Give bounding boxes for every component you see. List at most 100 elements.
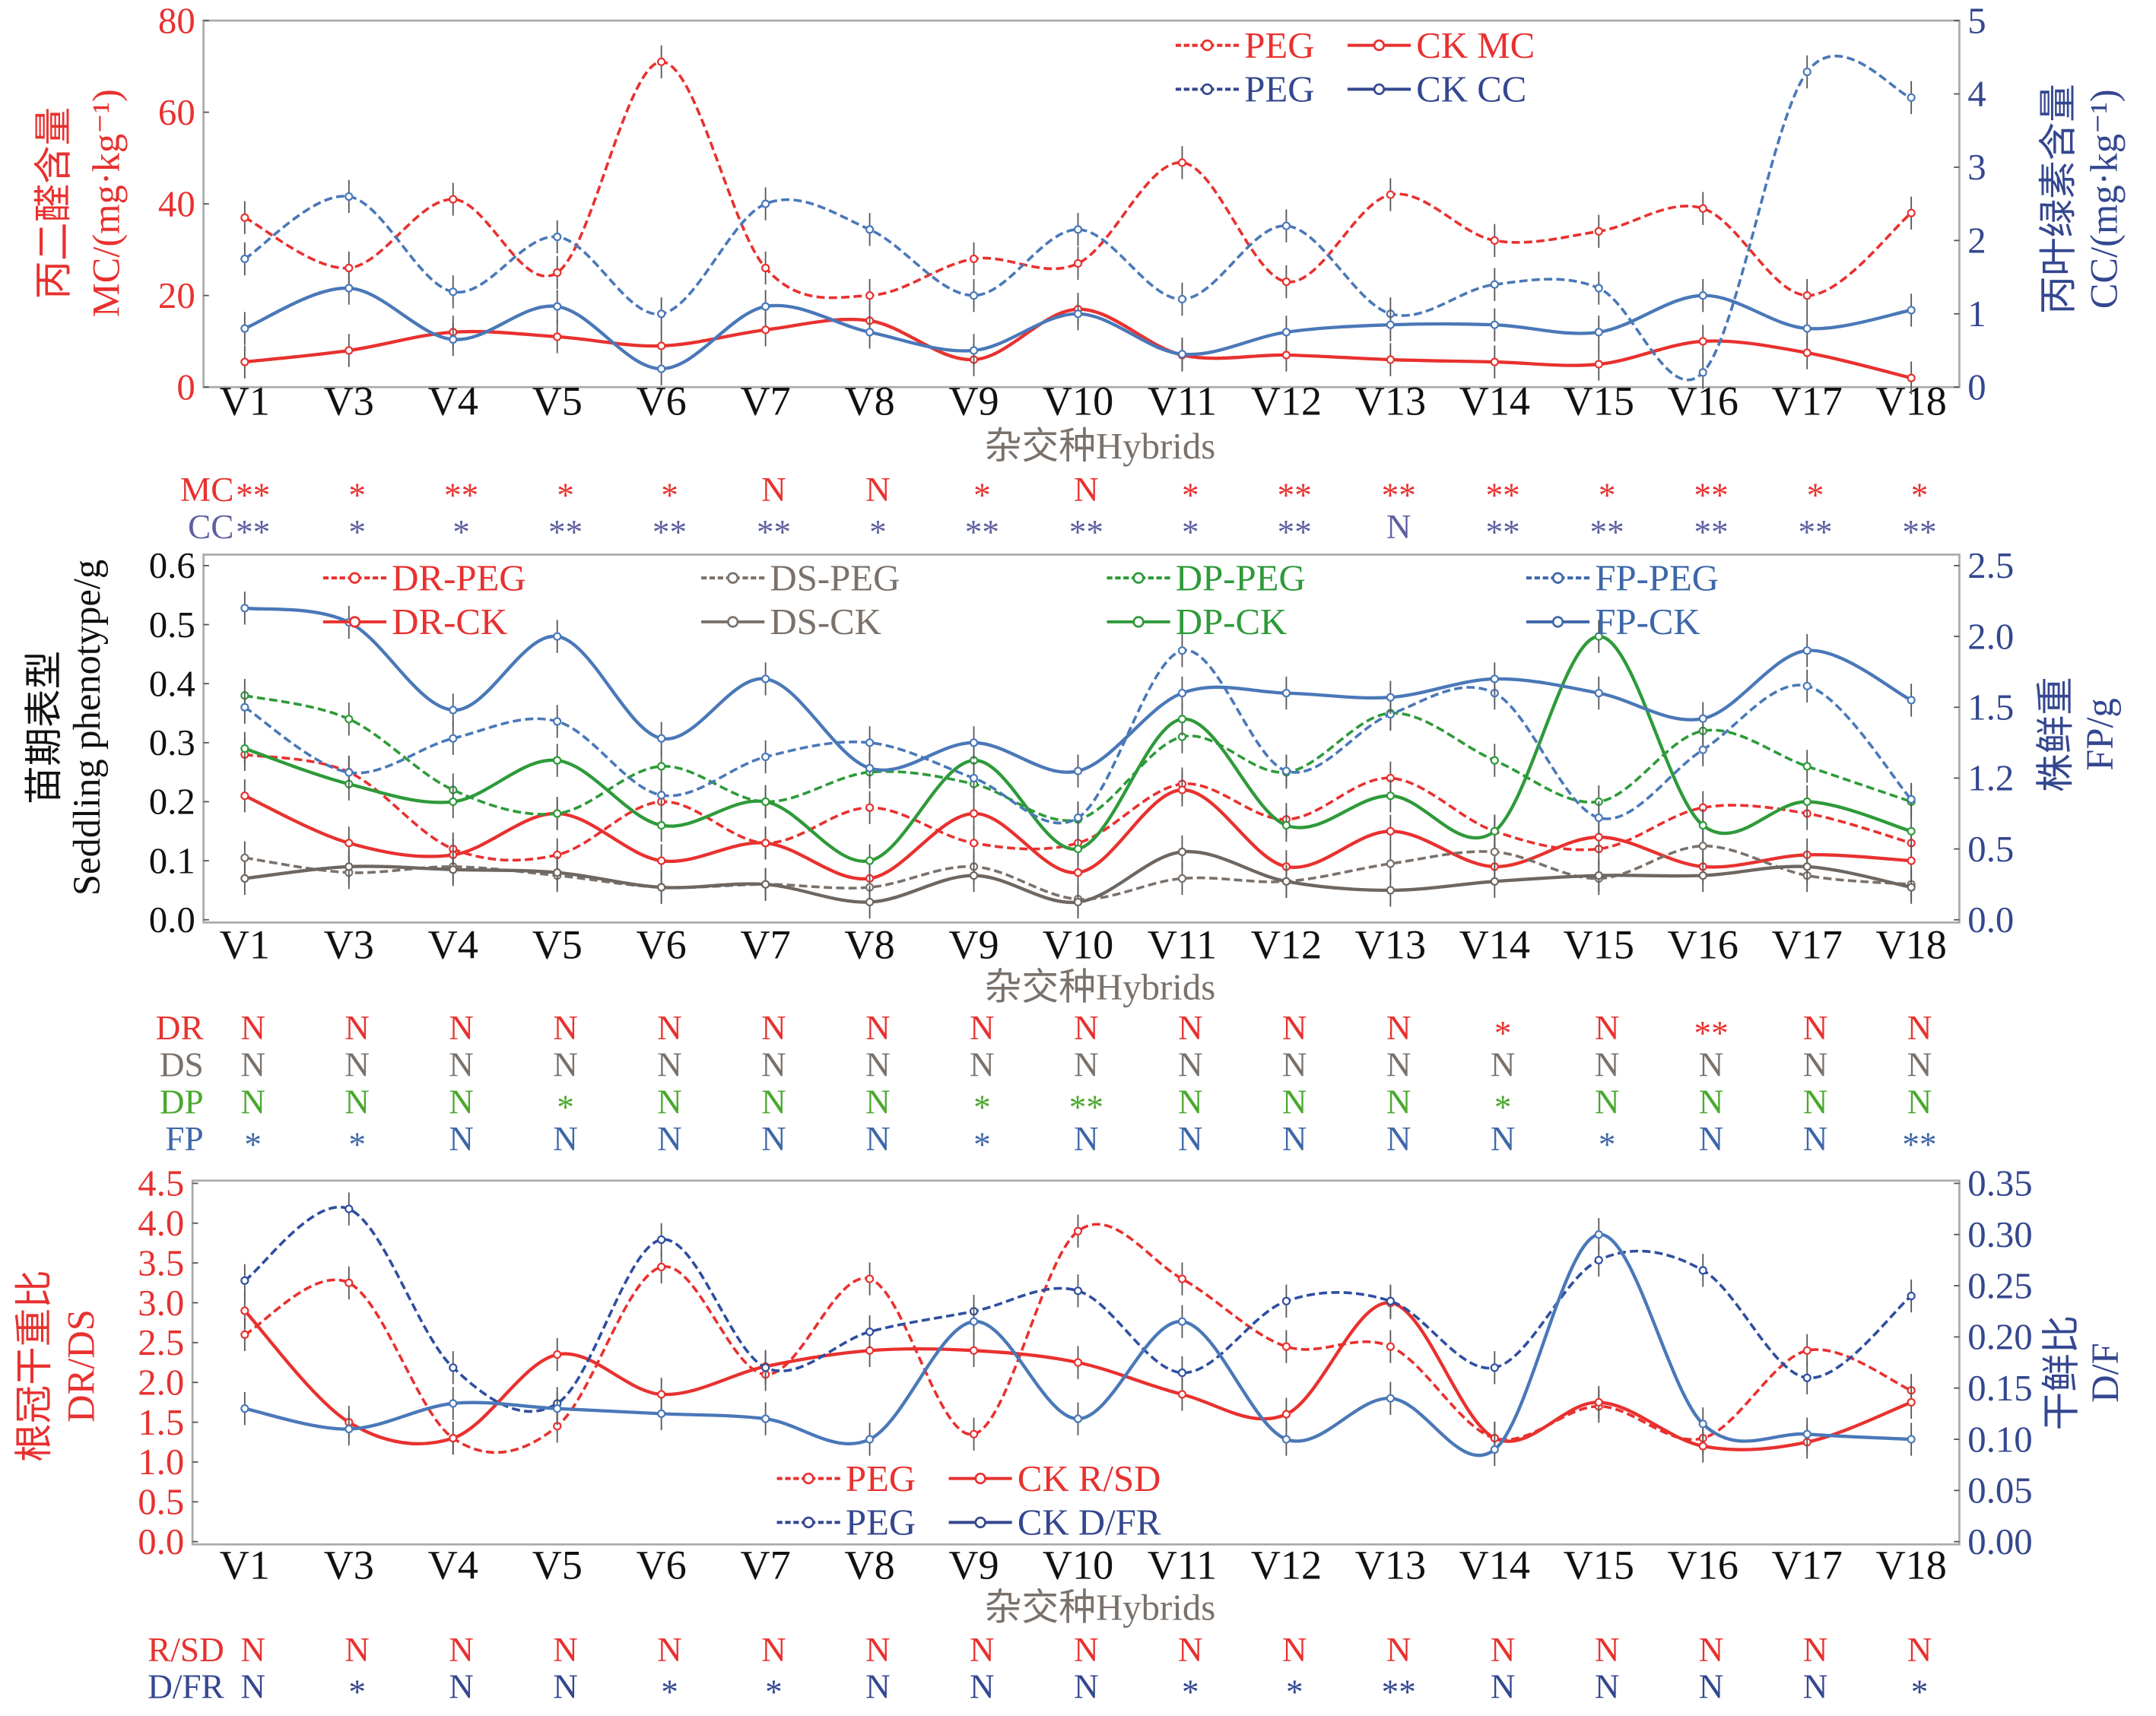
data-point bbox=[345, 263, 354, 273]
x-tick-label: V9 bbox=[948, 378, 999, 423]
legend-marker bbox=[974, 1472, 986, 1485]
series-line-peg-mc bbox=[244, 60, 1913, 300]
data-point bbox=[240, 853, 249, 862]
x-tick-label: V11 bbox=[1148, 378, 1217, 423]
x-tick-label: V15 bbox=[1564, 1542, 1634, 1588]
right-axis-title: FP/g bbox=[2078, 698, 2121, 771]
significance-mark: * bbox=[348, 1125, 366, 1163]
significance-mark: ** bbox=[1902, 1125, 1936, 1163]
data-point bbox=[553, 268, 562, 278]
significance-mark: N bbox=[1386, 1631, 1411, 1669]
significance-mark: * bbox=[557, 1089, 574, 1127]
data-point bbox=[1698, 1419, 1707, 1429]
significance-mark: N bbox=[1907, 1046, 1932, 1084]
left-axis-tick-label: 0.0 bbox=[149, 899, 195, 940]
left-axis-tick-label: 1.5 bbox=[138, 1402, 184, 1443]
significance-mark: ** bbox=[1069, 1089, 1103, 1127]
data-point bbox=[345, 346, 354, 355]
significance-mark: N bbox=[1803, 1120, 1828, 1158]
left-axis-tick-label: 80 bbox=[158, 0, 195, 41]
significance-mark: N bbox=[449, 1083, 474, 1121]
data-point bbox=[761, 263, 770, 273]
significance-mark: N bbox=[449, 1668, 474, 1706]
significance-mark: N bbox=[1699, 1083, 1724, 1121]
data-point bbox=[1907, 1435, 1916, 1444]
significance-mark: N bbox=[1074, 1009, 1099, 1047]
data-point bbox=[1386, 886, 1395, 895]
left-axis-tick-label: 3.0 bbox=[138, 1283, 184, 1324]
significance-mark: ** bbox=[236, 476, 270, 514]
data-point bbox=[969, 809, 979, 818]
data-point bbox=[1802, 862, 1811, 871]
data-point bbox=[1802, 1346, 1811, 1355]
data-point bbox=[1907, 795, 1916, 804]
significance-mark: N bbox=[1282, 1631, 1307, 1669]
significance-mark: * bbox=[1182, 1673, 1199, 1711]
series-line-dp-peg bbox=[244, 693, 1912, 822]
legend-marker bbox=[726, 572, 739, 584]
x-tick-label: V10 bbox=[1043, 1542, 1113, 1588]
significance-mark: N bbox=[1178, 1120, 1203, 1158]
legend-label: DP-PEG bbox=[1176, 557, 1306, 598]
significance-mark: ** bbox=[1382, 476, 1416, 514]
data-point bbox=[1073, 1358, 1083, 1367]
x-tick-label: V17 bbox=[1772, 1542, 1843, 1588]
data-point bbox=[449, 797, 458, 807]
significance-mark: N bbox=[1595, 1083, 1620, 1121]
legend-label: PEG bbox=[846, 1458, 916, 1499]
x-tick-label: V14 bbox=[1459, 1542, 1530, 1588]
data-point bbox=[1698, 204, 1707, 213]
right-axis-tick-label: 4 bbox=[1967, 74, 1986, 115]
data-point bbox=[657, 341, 666, 350]
significance-mark: ** bbox=[236, 513, 270, 551]
data-point bbox=[1490, 1363, 1499, 1372]
data-point bbox=[1802, 797, 1811, 807]
significance-mark: * bbox=[1494, 1089, 1512, 1127]
significance-mark: ** bbox=[1382, 1673, 1416, 1711]
data-point bbox=[1386, 693, 1395, 702]
data-point bbox=[969, 871, 979, 880]
data-point bbox=[1698, 291, 1707, 300]
data-point bbox=[1698, 714, 1707, 723]
data-point bbox=[1281, 1435, 1291, 1444]
data-point bbox=[865, 856, 875, 865]
data-point bbox=[865, 328, 875, 337]
significance-mark: ** bbox=[1278, 513, 1312, 551]
legend-label: DS-PEG bbox=[770, 557, 900, 598]
data-point bbox=[1386, 190, 1395, 199]
legend-marker bbox=[974, 1516, 986, 1529]
data-point bbox=[969, 346, 979, 355]
data-point bbox=[1490, 877, 1499, 886]
significance-mark: * bbox=[973, 1089, 991, 1127]
data-point bbox=[1177, 1317, 1187, 1326]
data-point bbox=[1490, 320, 1499, 329]
left-axis-tick-label: 60 bbox=[158, 92, 195, 133]
right-axis-tick-label: 5 bbox=[1967, 0, 1986, 41]
left-axis-tick-label: 2.5 bbox=[138, 1322, 184, 1363]
significance-mark: N bbox=[1386, 1009, 1411, 1047]
data-point bbox=[1594, 227, 1603, 236]
significance-mark: N bbox=[657, 1083, 682, 1121]
legend-marker bbox=[1373, 39, 1386, 52]
data-point bbox=[240, 1330, 249, 1340]
series-line-ck-r-sd bbox=[243, 1301, 1912, 1451]
legend-label: DR-CK bbox=[392, 601, 507, 642]
data-point bbox=[1386, 791, 1395, 801]
data-point bbox=[1594, 632, 1603, 641]
data-point bbox=[1490, 756, 1499, 765]
data-point bbox=[969, 1317, 979, 1326]
legend-label: PEG bbox=[1244, 25, 1314, 66]
data-point bbox=[449, 865, 458, 874]
left-axis-tick-label: 3.5 bbox=[138, 1242, 184, 1283]
significance-mark: ** bbox=[1069, 513, 1103, 551]
data-point bbox=[1490, 847, 1499, 857]
data-point bbox=[240, 604, 249, 613]
significance-mark: N bbox=[865, 1046, 891, 1084]
data-point bbox=[865, 291, 875, 300]
left-axis-tick-label: 40 bbox=[158, 183, 195, 224]
significance-mark: * bbox=[973, 1125, 991, 1163]
data-point bbox=[1698, 842, 1707, 851]
significance-mark: N bbox=[1803, 1668, 1828, 1706]
significance-mark: * bbox=[1599, 1125, 1616, 1163]
data-point bbox=[1802, 646, 1811, 655]
